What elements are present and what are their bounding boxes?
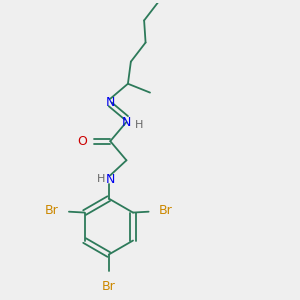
Text: N: N: [106, 173, 115, 186]
Text: O: O: [78, 135, 88, 148]
Text: Br: Br: [159, 204, 172, 217]
Text: H: H: [97, 174, 106, 184]
Text: Br: Br: [102, 280, 116, 292]
Text: N: N: [122, 116, 131, 128]
Text: H: H: [135, 120, 144, 130]
Text: Br: Br: [45, 204, 59, 217]
Text: N: N: [106, 96, 115, 110]
